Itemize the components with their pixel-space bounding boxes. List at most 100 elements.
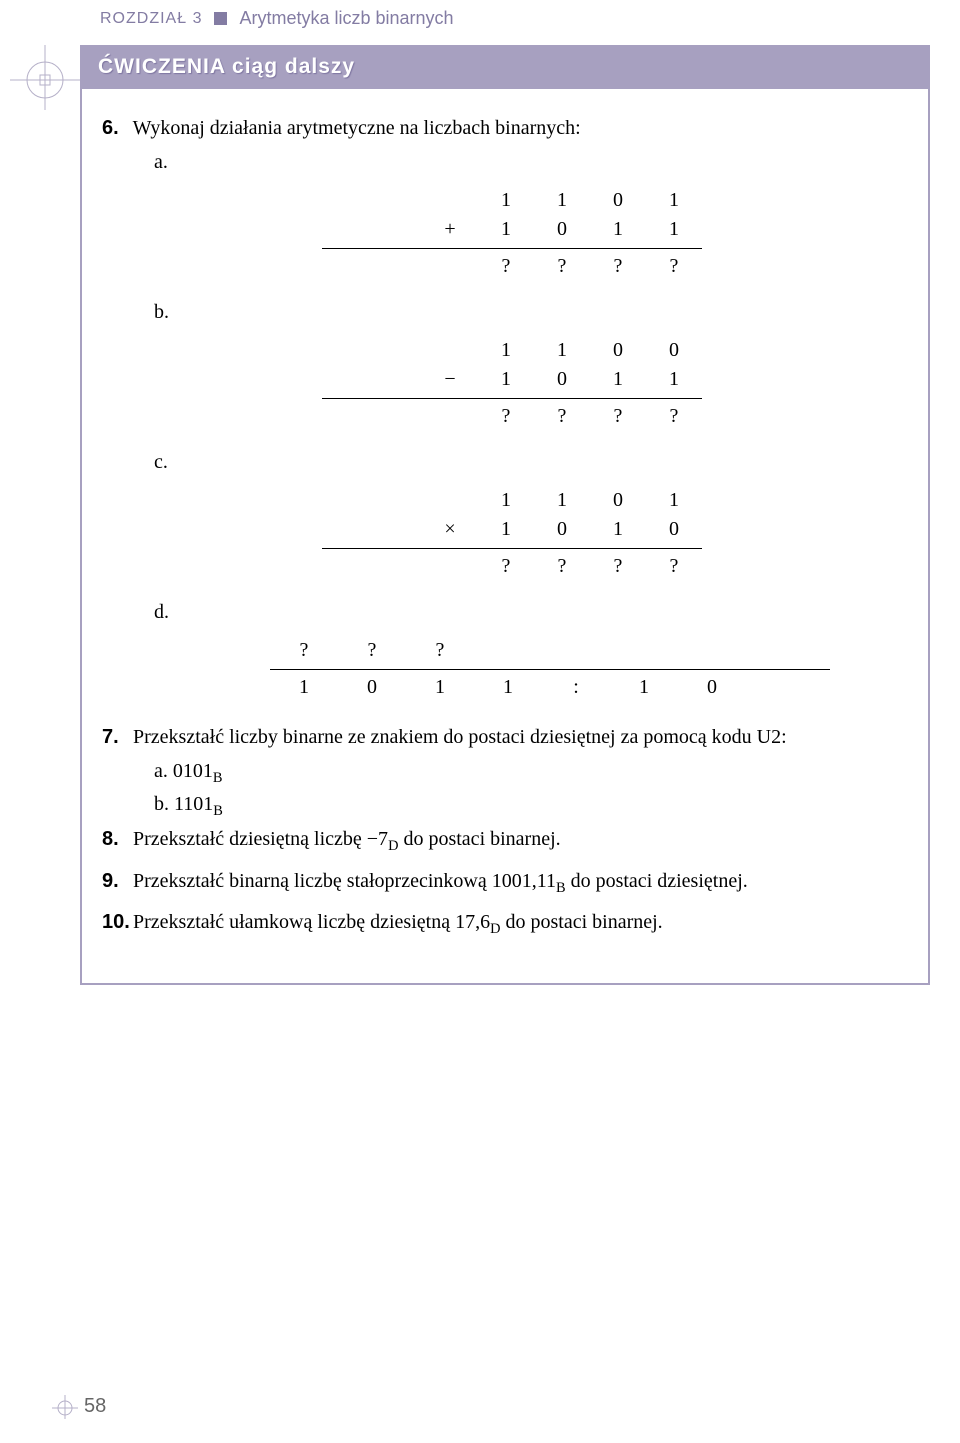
arith-cell: ? — [270, 639, 338, 662]
task10-text-post: do postaci binarnej. — [501, 911, 663, 933]
task6-line: 6. Wykonaj działania arytmetyczne na lic… — [130, 113, 894, 143]
arith-cell — [422, 189, 478, 212]
arith-cell: 1 — [474, 676, 542, 699]
task6c-arith: 1 1 0 1 × 1 0 1 0 ? ? ? ? — [322, 486, 702, 581]
arith-cell: 1 — [478, 518, 534, 541]
arith-cell: 1 — [646, 489, 702, 512]
crosshair-icon — [52, 1393, 78, 1419]
arith-cell: ? — [534, 405, 590, 428]
arith-cell — [678, 639, 746, 662]
arith-cell: ? — [534, 555, 590, 578]
arith-cell: 0 — [590, 489, 646, 512]
subscript-b: B — [213, 770, 223, 786]
exercise-bar-title: ĆWICZENIA ciąg dalszy — [80, 45, 930, 89]
arith-row: 1 0 1 1 : 1 0 — [270, 669, 830, 702]
arith-cell: 1 — [270, 676, 338, 699]
arith-cell: 1 — [590, 368, 646, 391]
arith-cell: 1 — [406, 676, 474, 699]
arith-cell: 1 — [534, 189, 590, 212]
content-box: 6. Wykonaj działania arytmetyczne na lic… — [80, 89, 930, 985]
arith-cell — [422, 489, 478, 512]
task6a-arith: 1 1 0 1 + 1 0 1 1 ? ? ? ? — [322, 186, 702, 281]
task6d-arith: ? ? ? 1 0 1 1 : 1 0 — [270, 636, 830, 702]
arith-cell: 1 — [590, 518, 646, 541]
arith-cell: ? — [478, 405, 534, 428]
arith-cell: 0 — [590, 339, 646, 362]
arith-row: 1 1 0 1 — [322, 486, 702, 515]
arith-cell: 1 — [478, 489, 534, 512]
arith-cell: 0 — [646, 518, 702, 541]
task6-text: Wykonaj działania arytmetyczne na liczba… — [133, 117, 581, 139]
arith-cell: 1 — [478, 368, 534, 391]
task10-text-pre: Przekształć ułamkową liczbę dziesiętną 1… — [133, 911, 490, 933]
task10-line: 10. Przekształć ułamkową liczbę dziesięt… — [130, 907, 894, 941]
arith-cell: 0 — [590, 189, 646, 212]
arith-row: ? ? ? ? — [322, 548, 702, 581]
arith-cell: − — [422, 368, 478, 391]
arith-cell: 0 — [534, 518, 590, 541]
arith-row: − 1 0 1 1 — [322, 365, 702, 394]
task8-line: 8. Przekształć dziesiętną liczbę −7D do … — [130, 824, 894, 858]
arith-cell: 1 — [478, 218, 534, 241]
arith-cell: 1 — [646, 368, 702, 391]
arith-cell: 0 — [338, 676, 406, 699]
task6d-label: d. — [154, 601, 894, 624]
task9-line: 9. Przekształć binarną liczbę stałoprzec… — [130, 866, 894, 900]
task9-num: 9. — [102, 866, 128, 896]
task9-text-pre: Przekształć binarną liczbę stałoprzecink… — [133, 870, 556, 892]
arith-row: ? ? ? — [270, 636, 830, 665]
arith-cell: ? — [646, 255, 702, 278]
arith-cell — [422, 405, 478, 428]
arith-cell: 0 — [646, 339, 702, 362]
arith-cell: ? — [646, 555, 702, 578]
arith-cell: 0 — [534, 218, 590, 241]
arith-cell: ? — [646, 405, 702, 428]
chapter-header: ROZDZIAŁ 3 Arytmetyka liczb binarnych — [0, 0, 960, 45]
arith-row: ? ? ? ? — [322, 398, 702, 431]
arith-cell: ? — [478, 255, 534, 278]
square-icon — [214, 12, 227, 25]
task8-text-post: do postaci binarnej. — [398, 828, 560, 850]
task9-text-post: do postaci dziesiętnej. — [566, 870, 748, 892]
page-number: 58 — [84, 1395, 106, 1418]
crosshair-icon — [10, 40, 80, 110]
arith-cell — [474, 639, 542, 662]
arith-cell: ? — [590, 555, 646, 578]
arith-cell: ? — [406, 639, 474, 662]
arith-cell: ? — [590, 255, 646, 278]
arith-cell: 1 — [646, 218, 702, 241]
task10-num: 10. — [102, 907, 128, 937]
arith-cell: : — [542, 676, 610, 699]
arith-cell: 1 — [590, 218, 646, 241]
subscript-d: D — [490, 921, 500, 937]
task8-text-pre: Przekształć dziesiętną liczbę −7 — [133, 828, 388, 850]
subscript-b: B — [556, 880, 566, 896]
task7-text: Przekształć liczby binarne ze znakiem do… — [133, 726, 787, 748]
arith-row: × 1 0 1 0 — [322, 515, 702, 544]
arith-cell — [610, 639, 678, 662]
subscript-b: B — [213, 803, 223, 819]
arith-cell: ? — [478, 555, 534, 578]
arith-cell: ? — [534, 255, 590, 278]
arith-cell: 1 — [534, 489, 590, 512]
arith-cell: ? — [338, 639, 406, 662]
arith-row: ? ? ? ? — [322, 248, 702, 281]
arith-cell: 0 — [534, 368, 590, 391]
task6-num: 6. — [102, 113, 128, 143]
arith-cell: ? — [590, 405, 646, 428]
task6b-arith: 1 1 0 0 − 1 0 1 1 ? ? ? ? — [322, 336, 702, 431]
arith-row: 1 1 0 1 — [322, 186, 702, 215]
task7a: a. 0101B — [154, 760, 894, 787]
task7-line: 7. Przekształć liczby binarne ze znakiem… — [130, 722, 894, 752]
subscript-d: D — [388, 838, 398, 854]
arith-cell — [422, 555, 478, 578]
arith-row: 1 1 0 0 — [322, 336, 702, 365]
arith-cell: 1 — [478, 189, 534, 212]
arith-cell: 1 — [646, 189, 702, 212]
arith-row: + 1 0 1 1 — [322, 215, 702, 244]
page-footer: 58 — [52, 1393, 106, 1419]
arith-cell: 1 — [534, 339, 590, 362]
arith-cell: 0 — [678, 676, 746, 699]
task7b: b. 1101B — [154, 793, 894, 820]
arith-cell — [422, 339, 478, 362]
